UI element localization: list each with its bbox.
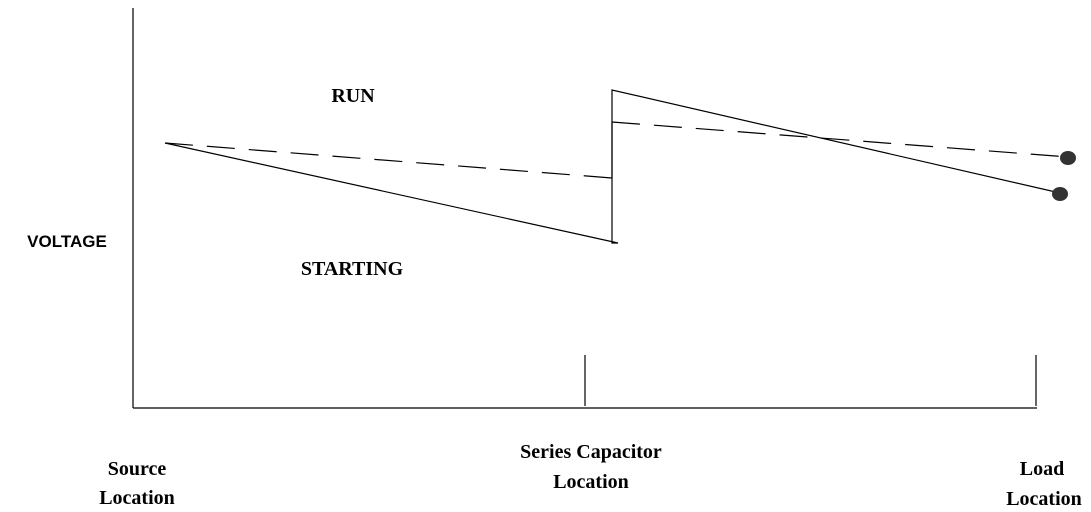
x-label: Load — [1020, 458, 1064, 480]
load-point — [1052, 187, 1068, 201]
load-point — [1060, 151, 1076, 165]
starting-curve — [164, 89, 1061, 244]
run-curve — [164, 142, 613, 179]
x-label: Source — [108, 458, 167, 480]
x-label: Location — [553, 471, 629, 493]
x-label: Location — [99, 487, 175, 509]
x-label: Location — [1006, 488, 1082, 510]
x-label: Series Capacitor — [520, 441, 662, 463]
curve-label: STARTING — [301, 258, 404, 280]
curve-label: RUN — [331, 85, 375, 107]
run-curve — [611, 121, 1069, 158]
y-axis-label: VOLTAGE — [27, 232, 107, 251]
